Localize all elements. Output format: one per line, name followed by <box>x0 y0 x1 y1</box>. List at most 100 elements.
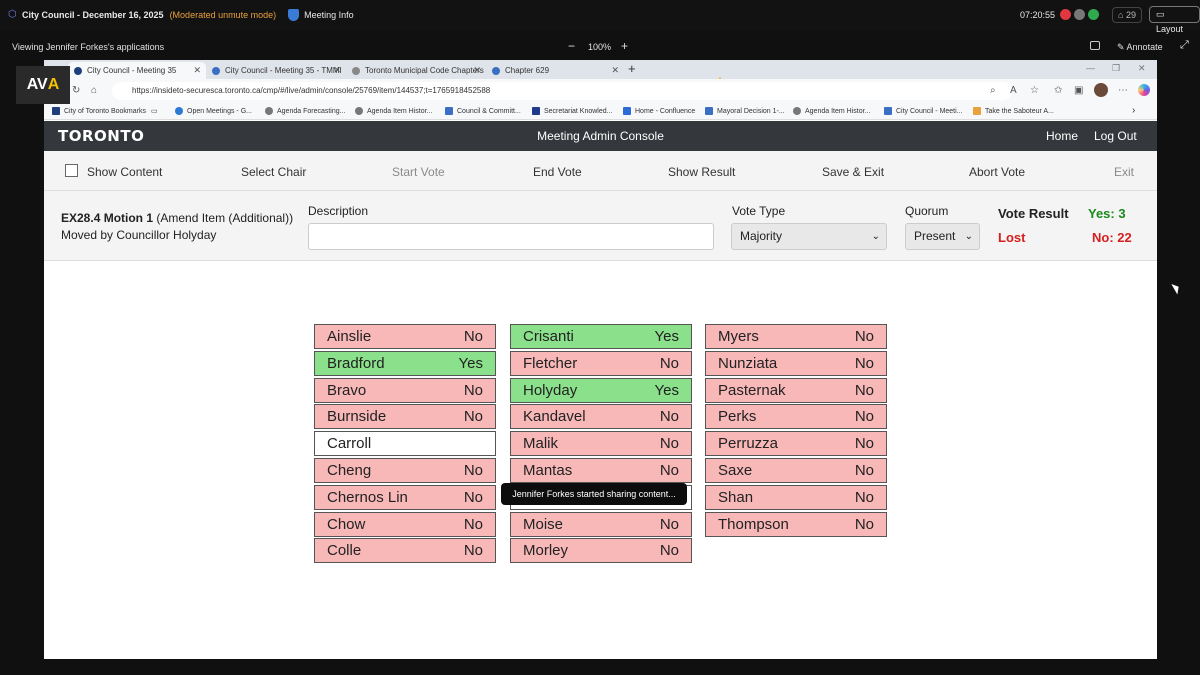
meeting-title: City Council - December 16, 2025 <box>22 10 164 20</box>
councillor-vote-cell[interactable]: Perks No <box>705 404 887 430</box>
councillor-vote-cell[interactable]: Bravo No <box>314 377 496 403</box>
bookmark-icon <box>884 107 892 115</box>
councillor-vote-cell[interactable]: Perruzza No <box>705 431 887 457</box>
councillor-vote-cell[interactable]: Cheng No <box>314 458 496 483</box>
viewing-label: Viewing Jennifer Forkes's applications <box>12 42 165 52</box>
chevron-right-icon[interactable]: › <box>1132 105 1136 116</box>
bookmark-item[interactable]: Agenda Item Histor... <box>355 107 432 115</box>
councillor-vote-cell[interactable]: Burnside No <box>314 404 496 430</box>
councillor-vote-cell[interactable]: Myers No <box>705 324 887 349</box>
participants-count[interactable]: ⌂ 29 <box>1112 7 1142 23</box>
exit-button[interactable]: Exit <box>1114 165 1135 179</box>
show-content-checkbox[interactable] <box>65 164 78 177</box>
bookmark-item[interactable]: Agenda Forecasting... <box>265 107 346 115</box>
fullscreen-icon[interactable]: ⤢ <box>1180 39 1189 51</box>
browser-tab[interactable]: City Council - Meeting 35 - TMMI ✕ <box>206 62 346 79</box>
councillor-vote-cell[interactable]: Ainslie No <box>314 324 496 349</box>
zoom-out-button[interactable]: − <box>568 39 576 53</box>
close-window-icon[interactable]: ✕ <box>1138 63 1146 73</box>
councillor-vote-cell[interactable]: Shan No <box>705 484 887 510</box>
avatar[interactable] <box>1094 83 1108 97</box>
stop-icon[interactable] <box>1060 9 1071 20</box>
councillor-vote-cell[interactable]: Chow No <box>314 511 496 537</box>
councillor-name: Mantas <box>523 462 573 479</box>
bookmark-item[interactable]: Council & Committ... <box>445 107 521 115</box>
vote-type-select[interactable]: Majority ⌄ <box>731 223 887 250</box>
folder-icon[interactable]: ▭ <box>151 108 158 115</box>
councillor-vote-cell[interactable]: Thompson No <box>705 511 887 537</box>
popout-icon[interactable] <box>1090 41 1100 50</box>
councillor-vote-cell[interactable]: Fletcher No <box>510 350 692 376</box>
favorites-icon[interactable]: ✩ <box>1054 85 1063 96</box>
select-chair-button[interactable]: Select Chair <box>241 165 307 179</box>
councillor-vote-cell[interactable]: Kandavel No <box>510 404 692 430</box>
vote-value: No <box>659 435 679 453</box>
bookmark-item[interactable]: Take the Saboteur A... <box>973 107 1054 115</box>
home-link[interactable]: Home <box>1046 129 1079 143</box>
councillor-vote-cell[interactable]: Chernos Lin No <box>314 484 496 510</box>
bookmark-item[interactable]: City Council - Meeti... <box>884 107 963 115</box>
vote-value: No <box>659 462 679 479</box>
councillor-vote-cell[interactable]: Saxe No <box>705 458 887 483</box>
zoom-in-button[interactable]: + <box>621 39 629 53</box>
councillor-vote-cell[interactable]: Moise No <box>510 511 692 537</box>
bookmark-item[interactable]: Home - Confluence <box>623 107 695 115</box>
end-vote-button[interactable]: End Vote <box>533 165 582 179</box>
start-vote-button[interactable]: Start Vote <box>392 165 445 179</box>
motion-type: (Amend Item (Additional)) <box>156 211 294 225</box>
bookmark-item[interactable]: Mayoral Decision 1-... <box>705 107 785 115</box>
minimize-icon[interactable]: — <box>1086 63 1095 73</box>
browser-tab[interactable]: Chapter 629 ✕ <box>486 62 624 79</box>
councillor-vote-cell[interactable]: Pasternak No <box>705 377 887 403</box>
logout-link[interactable]: Log Out <box>1094 129 1137 143</box>
meeting-info-link[interactable]: Meeting Info <box>304 10 354 20</box>
councillor-vote-cell[interactable]: Colle No <box>314 538 496 564</box>
show-content-label[interactable]: Show Content <box>87 165 163 179</box>
bookmark-item[interactable]: Open Meetings - G... <box>175 107 252 115</box>
new-tab-button[interactable]: + <box>628 61 636 76</box>
maximize-icon[interactable]: ❐ <box>1112 63 1121 73</box>
councillor-name: Holyday <box>523 381 578 399</box>
camera-off-icon[interactable] <box>1074 9 1085 20</box>
description-label: Description <box>308 204 369 218</box>
layout-button[interactable]: ▭ Layout <box>1149 6 1200 34</box>
close-tab-icon[interactable]: ✕ <box>333 65 341 75</box>
councillor-name: Crisanti <box>523 328 574 345</box>
read-aloud-icon[interactable]: A <box>1010 85 1017 96</box>
councillor-vote-cell[interactable]: Carroll <box>314 431 496 457</box>
show-result-button[interactable]: Show Result <box>668 165 736 179</box>
abort-vote-button[interactable]: Abort Vote <box>969 165 1026 179</box>
favorite-icon[interactable]: ☆ <box>1030 85 1039 96</box>
close-tab-icon[interactable]: ✕ <box>611 65 619 75</box>
annotate-button[interactable]: ✎ Annotate <box>1117 42 1163 52</box>
zoom-icon[interactable]: ⌕ <box>990 85 996 96</box>
councillor-vote-cell[interactable]: Morley No <box>510 538 692 564</box>
collections-icon[interactable]: ▣ <box>1074 85 1084 96</box>
shield-icon[interactable] <box>288 9 300 21</box>
bookmark-item[interactable]: Agenda Item Histor... <box>793 107 870 115</box>
more-icon[interactable]: ⋯ <box>1118 85 1128 96</box>
councillor-vote-cell[interactable]: Holyday Yes <box>510 377 692 403</box>
browser-tab[interactable]: City Council - Meeting 35 ✕ <box>68 62 206 79</box>
browser-tab[interactable]: Toronto Municipal Code Chapters ✕ <box>346 62 486 79</box>
motion-id: EX28.4 Motion 1 <box>61 211 154 225</box>
refresh-icon[interactable]: ↻ <box>72 85 81 96</box>
close-tab-icon[interactable]: ✕ <box>473 65 481 75</box>
councillor-vote-cell[interactable]: Mantas No <box>510 458 692 483</box>
bookmark-item[interactable]: City of Toronto Bookmarks <box>52 107 146 115</box>
councillor-vote-cell[interactable]: Nunziata No <box>705 350 887 376</box>
councillor-vote-cell[interactable]: Bradford Yes <box>314 350 496 376</box>
recording-icon[interactable] <box>1088 9 1099 20</box>
home-icon[interactable]: ⌂ <box>91 85 98 96</box>
copilot-icon[interactable] <box>1138 84 1150 96</box>
councillor-vote-cell[interactable]: Malik No <box>510 431 692 457</box>
close-tab-icon[interactable]: ✕ <box>193 65 201 75</box>
councillor-vote-cell[interactable]: Crisanti Yes <box>510 324 692 349</box>
save-exit-button[interactable]: Save & Exit <box>822 165 885 179</box>
quorum-select[interactable]: Present ⌄ <box>905 223 980 250</box>
councillor-name: Saxe <box>718 462 753 479</box>
bookmark-item[interactable]: Secretariat Knowled... <box>532 107 612 115</box>
description-field[interactable] <box>308 223 714 250</box>
councillor-name: Myers <box>718 328 759 345</box>
url-field[interactable]: https://insideto-securesca.toronto.ca/cm… <box>112 82 1012 100</box>
